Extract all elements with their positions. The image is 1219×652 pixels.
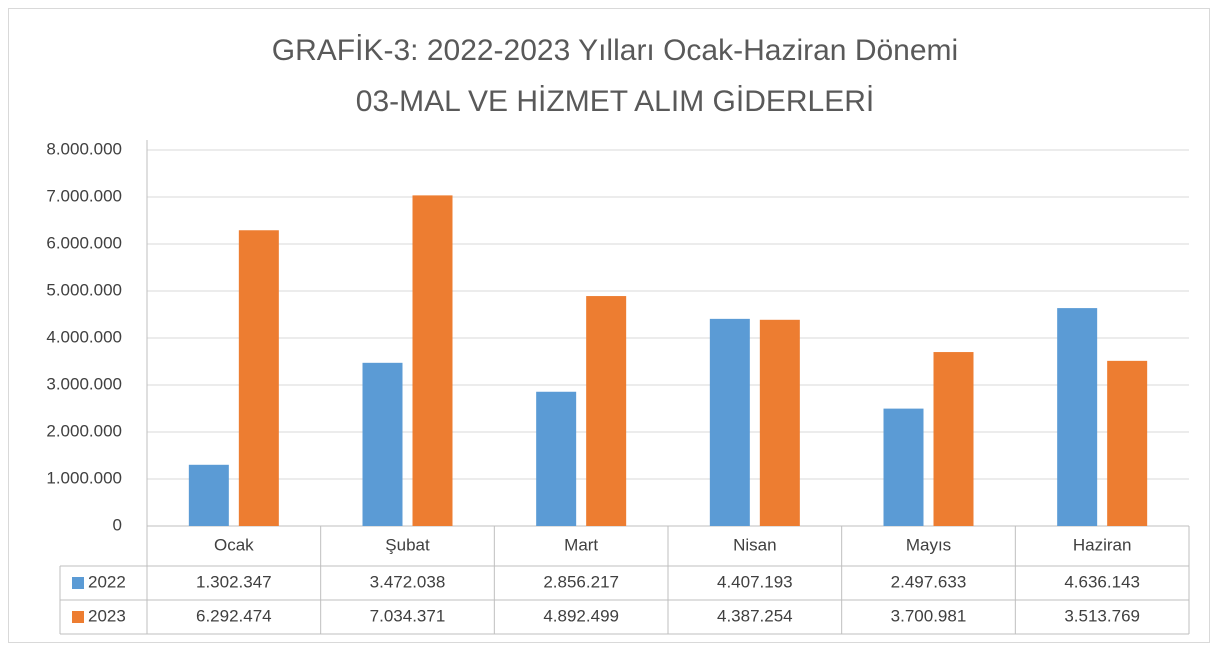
- bar: [586, 296, 627, 526]
- table-value: 1.302.347: [196, 572, 272, 591]
- x-tick-label: Ocak: [214, 535, 254, 554]
- table-value: 4.636.143: [1064, 572, 1140, 591]
- bar: [1107, 360, 1148, 526]
- table-value: 3.513.769: [1064, 606, 1140, 625]
- bar: [188, 464, 229, 526]
- chart-title: GRAFİK-3: 2022-2023 Yılları Ocak-Haziran…: [272, 34, 958, 67]
- bar: [536, 391, 577, 526]
- bar: [412, 195, 453, 526]
- bar: [238, 230, 279, 526]
- x-tick-label: Nisan: [733, 535, 776, 554]
- table-value: 7.034.371: [370, 606, 446, 625]
- bar: [709, 318, 750, 526]
- y-tick-label: 8.000.000: [46, 139, 122, 158]
- bar: [362, 362, 403, 526]
- y-tick-label: 6.000.000: [46, 233, 122, 252]
- x-tick-label: Şubat: [385, 535, 430, 554]
- bar: [933, 352, 974, 526]
- table-value: 6.292.474: [196, 606, 272, 625]
- table-value: 4.407.193: [717, 572, 793, 591]
- y-tick-label: 0: [113, 515, 122, 534]
- legend-label: 2023: [88, 606, 126, 625]
- y-tick-label: 7.000.000: [46, 186, 122, 205]
- y-tick-label: 5.000.000: [46, 280, 122, 299]
- table-value: 4.387.254: [717, 606, 793, 625]
- bar: [1057, 308, 1098, 526]
- table-value: 3.700.981: [891, 606, 967, 625]
- table-value: 2.856.217: [543, 572, 619, 591]
- table-value: 3.472.038: [370, 572, 446, 591]
- bar: [759, 319, 800, 526]
- bar: [883, 408, 924, 526]
- y-tick-label: 1.000.000: [46, 468, 122, 487]
- table-value: 4.892.499: [543, 606, 619, 625]
- legend-label: 2022: [88, 572, 126, 591]
- x-tick-label: Mayıs: [906, 535, 951, 554]
- x-tick-label: Mart: [564, 535, 598, 554]
- chart-subtitle: 03-MAL VE HİZMET ALIM GİDERLERİ: [356, 85, 874, 118]
- y-tick-label: 4.000.000: [46, 327, 122, 346]
- legend-swatch: [72, 611, 84, 623]
- y-tick-label: 3.000.000: [46, 374, 122, 393]
- legend-swatch: [72, 577, 84, 589]
- y-tick-label: 2.000.000: [46, 421, 122, 440]
- table-value: 2.497.633: [891, 572, 967, 591]
- x-tick-label: Haziran: [1073, 535, 1132, 554]
